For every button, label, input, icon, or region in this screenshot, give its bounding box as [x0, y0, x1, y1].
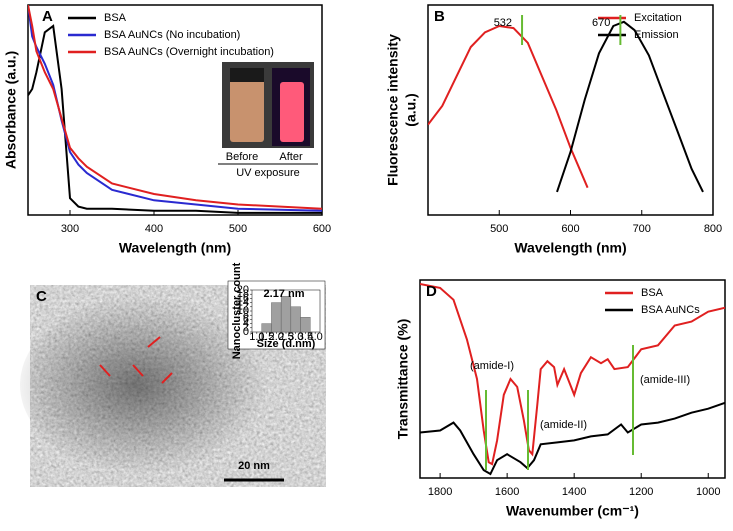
- series-line: [428, 24, 589, 189]
- y-axis-label: Absorbance (a.u.): [3, 51, 19, 169]
- vial-cap: [230, 68, 264, 82]
- y-tick-label: 0: [243, 326, 249, 338]
- legend-label: BSA AuNCs (Overnight incubation): [104, 46, 274, 58]
- x-axis-label: Wavelength (nm): [119, 240, 231, 256]
- x-tick-label: 4.0: [307, 331, 322, 343]
- peak-label: 670: [592, 17, 610, 29]
- y-tick-label: 4: [243, 318, 249, 330]
- series-line: [556, 20, 704, 193]
- peak-label: 532: [494, 17, 512, 29]
- y-tick-label: 12: [237, 301, 249, 313]
- panel-label: C: [36, 288, 47, 305]
- x-tick-label: 500: [229, 223, 247, 235]
- y-axis-label: Fluorescence intensity: [385, 34, 401, 186]
- vial-after: [280, 82, 304, 142]
- y-axis-label: Transmittance (%): [395, 319, 411, 440]
- x-tick-label: 3.5: [298, 331, 313, 343]
- legend-label: BSA AuNCs (No incubation): [104, 29, 240, 41]
- series-line: [28, 24, 322, 214]
- inset-label: Before: [226, 151, 258, 163]
- panel-label: A: [42, 8, 53, 25]
- y-tick-label: 8: [243, 309, 249, 321]
- panel-label: B: [434, 8, 445, 25]
- y-tick-label: 14: [237, 297, 249, 309]
- x-tick-label: 600: [561, 223, 579, 235]
- bar: [300, 317, 311, 333]
- bar: [290, 306, 301, 333]
- series-line: [420, 401, 725, 476]
- annotation: (amide-I): [470, 360, 514, 372]
- x-tick-label: 600: [313, 223, 331, 235]
- panel-label: D: [426, 283, 437, 300]
- x-tick-label: 1.0: [249, 331, 264, 343]
- scale-bar-label: 20 nm: [238, 460, 270, 472]
- x-tick-label: 3.0: [288, 331, 303, 343]
- x-tick-label: 1.5: [259, 331, 274, 343]
- bar: [280, 296, 292, 333]
- y-tick-label: 2: [243, 322, 249, 334]
- x-axis-label: Wavenumber (cm⁻¹): [506, 503, 639, 519]
- legend-label: BSA AuNCs: [641, 304, 700, 316]
- annotation: (amide-III): [640, 374, 690, 386]
- inset-caption: UV exposure: [236, 167, 300, 179]
- x-axis-label: Wavelength (nm): [514, 240, 626, 256]
- x-tick-label: 1200: [629, 486, 653, 498]
- y-tick-label: 18: [237, 288, 249, 300]
- x-axis-label: Size (d.nm): [257, 338, 316, 350]
- x-tick-label: 2.0: [269, 331, 284, 343]
- plot-frame: [27, 4, 323, 216]
- y-tick-label: 20: [237, 284, 249, 296]
- x-tick-label: 400: [145, 223, 163, 235]
- legend-label: BSA: [641, 287, 664, 299]
- annotation: (amide-II): [540, 419, 587, 431]
- x-tick-label: 1800: [428, 486, 452, 498]
- x-tick-label: 300: [61, 223, 79, 235]
- legend-label: BSA: [104, 12, 127, 24]
- y-tick-label: 10: [237, 305, 249, 317]
- series-line: [28, 5, 322, 212]
- x-tick-label: 800: [704, 223, 722, 235]
- y-tick-label: 16: [237, 292, 249, 304]
- y-axis-label: (a.u.): [403, 93, 419, 126]
- y-axis-label: Nanocluster count: [231, 262, 243, 359]
- inset-label: After: [279, 151, 303, 163]
- series-line: [28, 5, 322, 210]
- legend-label: Emission: [634, 29, 679, 41]
- x-tick-label: 2.5: [278, 331, 293, 343]
- x-tick-label: 1600: [495, 486, 519, 498]
- x-tick-label: 700: [633, 223, 651, 235]
- x-tick-label: 1400: [562, 486, 586, 498]
- vial-before: [230, 70, 264, 142]
- plot-frame: [419, 279, 726, 479]
- tem-cluster: [20, 295, 280, 475]
- legend-label: Excitation: [634, 12, 682, 24]
- bar: [271, 302, 282, 333]
- x-tick-label: 1000: [696, 486, 720, 498]
- x-tick-label: 500: [490, 223, 508, 235]
- y-tick-label: 6: [243, 313, 249, 325]
- arrows: [99, 336, 173, 384]
- annotation: 2.17 nm: [264, 288, 305, 300]
